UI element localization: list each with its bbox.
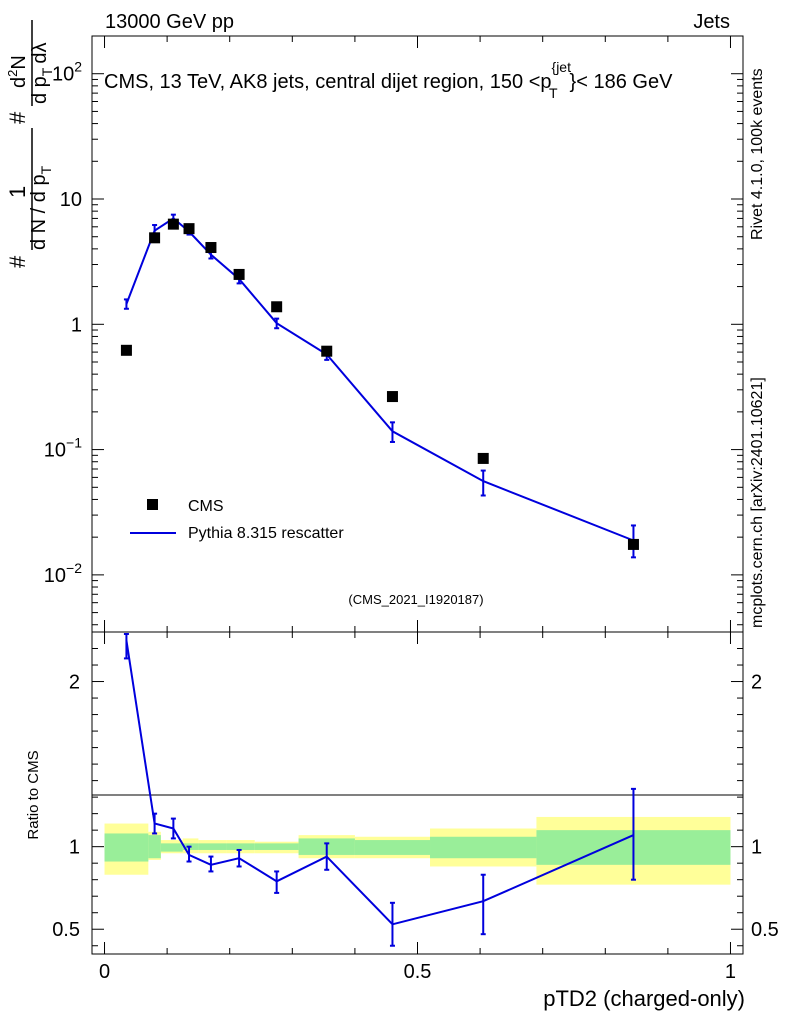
stat-uncertainty-band — [160, 843, 183, 852]
cms-data-point — [120, 344, 132, 356]
main-ticks: 10−2 10−1 1 10 102 — [44, 35, 743, 632]
cms-data-point — [183, 223, 195, 235]
ylabel-num: d2N — [5, 55, 30, 88]
header-left: 13000 GeV pp — [105, 11, 234, 33]
ylabel-den: d N / d pT — [28, 165, 54, 250]
plot-title-math: p — [540, 71, 551, 93]
ratio-y-tick-label-right: 2 — [751, 672, 762, 694]
x-tick-label: 1 — [725, 961, 736, 983]
ylabel-den-text: d N / d p — [28, 174, 50, 250]
stat-uncertainty-band — [104, 833, 149, 862]
ylabel-hash2: # — [5, 111, 30, 124]
main-y-tick-label: 10 — [60, 189, 82, 211]
legend-label-cms: CMS — [188, 498, 224, 515]
ratio-bands — [104, 816, 731, 885]
rivet-label: Rivet 4.1.0, 100k events — [749, 68, 766, 240]
cms-data-point — [271, 301, 283, 313]
cms-data-point — [167, 218, 179, 230]
plot-title-sup: {jet — [552, 59, 572, 75]
legend: CMS Pythia 8.315 rescatter — [130, 498, 344, 542]
ratio-y-tick-label-right: 0.5 — [751, 919, 779, 941]
cms-data-point — [233, 268, 245, 280]
ratio-y-tick-label-left: 2 — [69, 672, 80, 694]
ylabel-den-sub: T — [38, 165, 54, 174]
ylabel-dl: dλ — [29, 43, 51, 64]
legend-label-pythia: Pythia 8.315 rescatter — [188, 525, 344, 542]
main-y-tick-label: 102 — [52, 59, 82, 86]
analysis-watermark: (CMS_2021_I1920187) — [348, 592, 483, 607]
x-tick-label: 0.5 — [404, 961, 432, 983]
ratio-y-tick-label-left: 1 — [69, 837, 80, 859]
cms-data-point — [149, 232, 161, 244]
pythia-line — [125, 217, 634, 542]
stat-uncertainty-band — [226, 843, 255, 850]
ratio-panel: 0.5 0.5 1 1 2 2 0 0.5 1 — [52, 631, 779, 983]
plot-title-main: CMS, 13 TeV, AK8 jets, central dijet reg… — [104, 71, 540, 93]
ylabel-hash1: # — [5, 255, 30, 268]
cms-data-point — [627, 538, 639, 550]
ratio-y-tick-label-left: 0.5 — [52, 919, 80, 941]
y-axis-label-main: # 1 d N / d pT # d2N d pTdλ — [5, 20, 55, 268]
stat-uncertainty-band — [254, 843, 299, 850]
main-y-tick-label: 10−2 — [44, 560, 82, 587]
y-axis-label-ratio: Ratio to CMS — [25, 750, 42, 839]
x-axis-label: pTD2 (charged-only) — [543, 986, 745, 1011]
main-y-tick-label: 1 — [71, 314, 82, 336]
plot-title-sub: T — [549, 85, 558, 101]
plot-title-text: CMS, 13 TeV, AK8 jets, central dijet reg… — [104, 59, 673, 101]
ylabel-one: 1 — [5, 186, 30, 198]
plot-title-end: }< 186 GeV — [570, 71, 674, 93]
ratio-series-layer — [123, 633, 636, 947]
cms-data-point — [321, 345, 333, 357]
mcplots-label: mcplots.cern.ch [arXiv:2401.10621] — [749, 377, 766, 628]
ylabel-num-sup: 2 — [5, 70, 20, 77]
stat-uncertainty-band — [430, 836, 537, 859]
ratio-ticks: 0.5 0.5 1 1 2 2 0 0.5 1 — [52, 632, 779, 983]
ylabel-dpt-text: d p — [29, 76, 51, 104]
ylabel-dpt-sub: T — [39, 67, 55, 76]
legend-marker-cms — [147, 499, 158, 510]
stat-uncertainty-band — [354, 840, 431, 855]
stat-uncertainty-band — [198, 843, 227, 850]
main-frame — [91, 35, 744, 633]
stat-uncertainty-band — [148, 835, 161, 859]
main-series-layer — [120, 213, 639, 559]
ylabel-dpt: d pTdλ — [29, 43, 55, 105]
ylabel-num-N: N — [8, 55, 30, 69]
ratio-frame — [91, 631, 744, 955]
plot-title: CMS, 13 TeV, AK8 jets, central dijet reg… — [104, 59, 673, 101]
header-right: Jets — [693, 11, 730, 33]
ratio-y-tick-label-right: 1 — [751, 837, 762, 859]
cms-data-point — [477, 452, 489, 464]
main-y-tick-label: 10−1 — [44, 435, 82, 462]
cms-data-point — [205, 242, 217, 254]
main-panel: 10−2 10−1 1 10 102 — [44, 35, 744, 633]
cms-data-point — [386, 391, 398, 403]
ylabel-num-d: d — [8, 77, 30, 88]
x-tick-label: 0 — [99, 961, 110, 983]
